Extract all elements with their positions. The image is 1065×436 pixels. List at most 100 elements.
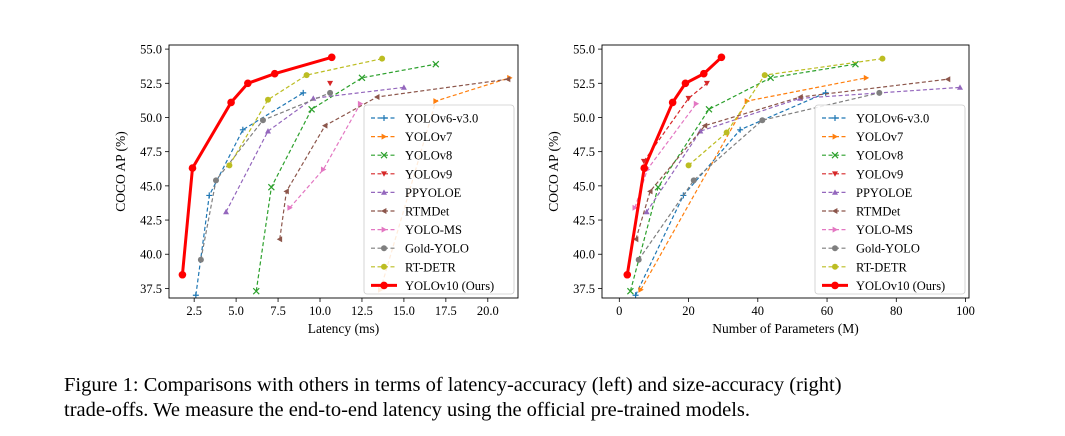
- data-point: [358, 74, 366, 82]
- series-line: [200, 92, 331, 260]
- series-yolov8: [252, 60, 440, 295]
- legend-entry: YOLOv7: [822, 130, 903, 144]
- data-point: [303, 72, 310, 79]
- data-point: [244, 79, 252, 88]
- x-tick-label: 17.5: [435, 304, 457, 318]
- legend-swatch-marker: [380, 151, 388, 159]
- data-point: [723, 129, 730, 136]
- y-tick-label: 47.5: [573, 145, 595, 159]
- legend-label: YOLOv10 (Ours): [856, 279, 945, 293]
- legend-entry: YOLO-MS: [822, 223, 913, 237]
- data-point: [685, 162, 692, 169]
- data-point: [276, 236, 283, 243]
- legend-label: YOLOv8: [405, 149, 452, 163]
- legend-label: YOLOv6-v3.0: [856, 112, 929, 126]
- legend: YOLOv6-v3.0 YOLOv7 YOLOv8 YOLOv9 PPYOLOE RTMD…: [363, 104, 515, 295]
- data-point: [178, 270, 187, 279]
- legend-entry: YOLO-MS: [371, 223, 462, 237]
- series-yolov6-v3-0: [632, 89, 829, 299]
- legend-label: YOLOv7: [856, 130, 903, 144]
- legend-swatch-marker: [832, 208, 838, 214]
- data-point: [632, 236, 639, 243]
- series-line: [643, 82, 708, 162]
- legend-swatch-marker: [381, 226, 387, 233]
- series-yolov6-v3-0: [192, 89, 307, 299]
- data-point: [761, 72, 768, 79]
- series-line: [688, 58, 883, 166]
- data-point: [327, 80, 334, 87]
- legend-entry: YOLOv6-v3.0: [371, 112, 478, 126]
- legend-swatch-marker: [831, 151, 839, 159]
- y-axis-label: COCO AP (%): [546, 131, 561, 212]
- plot-frame: [168, 44, 519, 299]
- y-tick-label: 55.0: [573, 43, 595, 57]
- legend-label: YOLOv6-v3.0: [405, 112, 478, 126]
- data-point: [287, 204, 293, 211]
- x-tick-label: 20: [682, 304, 695, 318]
- series-rtmdet: [632, 76, 951, 243]
- x-tick-label: 40: [752, 304, 765, 318]
- legend-label: YOLOv9: [856, 167, 903, 181]
- data-point: [432, 60, 440, 68]
- data-point: [640, 158, 647, 165]
- legend-swatch-marker: [380, 281, 388, 290]
- legend-swatch-marker: [381, 208, 387, 214]
- legend-swatch-marker: [832, 226, 838, 233]
- data-point: [374, 93, 380, 100]
- data-point: [504, 76, 511, 83]
- legend-swatch-marker: [381, 133, 387, 140]
- x-axis-label: Latency (ms): [308, 321, 380, 336]
- legend-entry: YOLOv10 (Ours): [822, 279, 945, 293]
- legend-swatch-marker: [832, 115, 838, 121]
- data-point: [433, 98, 439, 105]
- data-point: [737, 126, 744, 133]
- y-tick-label: 55.0: [140, 43, 162, 57]
- legend-swatch-marker: [831, 281, 839, 290]
- data-point: [699, 69, 708, 78]
- data-point: [643, 208, 650, 215]
- data-point: [327, 53, 336, 62]
- data-point: [693, 100, 700, 107]
- legend: YOLOv6-v3.0 YOLOv7 YOLOv8 YOLOv9 PPYOLOE RTMD…: [814, 104, 966, 295]
- series-gold-yolo: [197, 89, 334, 263]
- legend-swatch-marker: [381, 263, 387, 270]
- data-point: [357, 100, 364, 107]
- data-point: [681, 79, 690, 88]
- data-point: [759, 117, 766, 124]
- legend-label: YOLOv8: [856, 149, 903, 163]
- latency-accuracy-chart: 2.5 5.0 7.5 10.0 12.5 15.0 17.5 20.0 37.5 40.0 42.…: [113, 43, 519, 336]
- data-point: [197, 256, 204, 263]
- legend-label: PPYOLOE: [856, 186, 913, 200]
- data-point: [259, 117, 266, 124]
- y-tick-label: 37.5: [573, 282, 595, 296]
- y-tick-label: 50.0: [140, 111, 162, 125]
- y-tick-label: 50.0: [573, 111, 595, 125]
- legend-entry: YOLOv8: [371, 149, 452, 163]
- legend-label: Gold-YOLO: [405, 242, 469, 256]
- legend-label: YOLOv10 (Ours): [405, 279, 494, 293]
- legend-entry: Gold-YOLO: [371, 242, 469, 256]
- figure-caption: Figure 1: Comparisons with others in ter…: [64, 373, 1024, 423]
- data-point: [638, 286, 644, 293]
- legend-entry: PPYOLOE: [822, 186, 913, 200]
- data-point: [685, 95, 692, 102]
- data-point: [283, 188, 289, 195]
- data-point: [703, 80, 710, 87]
- series-yolov10-ours: [178, 53, 336, 279]
- data-point: [876, 89, 883, 96]
- caption-line-2: trade-offs. We measure the end-to-end la…: [64, 399, 750, 421]
- caption-line-1: Figure 1: Comparisons with others in ter…: [64, 374, 842, 396]
- legend-box: [814, 104, 966, 295]
- data-point: [654, 183, 662, 191]
- y-tick-label: 40.0: [573, 248, 595, 262]
- series-line: [635, 92, 826, 296]
- y-tick-label: 45.0: [140, 179, 162, 193]
- data-point: [701, 122, 708, 129]
- legend-swatch-marker: [832, 171, 838, 177]
- series-yolov9: [327, 80, 334, 87]
- legend-swatch-marker: [832, 133, 838, 140]
- plot-frame: [601, 44, 970, 299]
- figure-charts: 2.5 5.0 7.5 10.0 12.5 15.0 17.5 20.0 37.5 40.0 42.…: [113, 43, 975, 336]
- series-line: [625, 56, 723, 275]
- data-point: [690, 177, 697, 184]
